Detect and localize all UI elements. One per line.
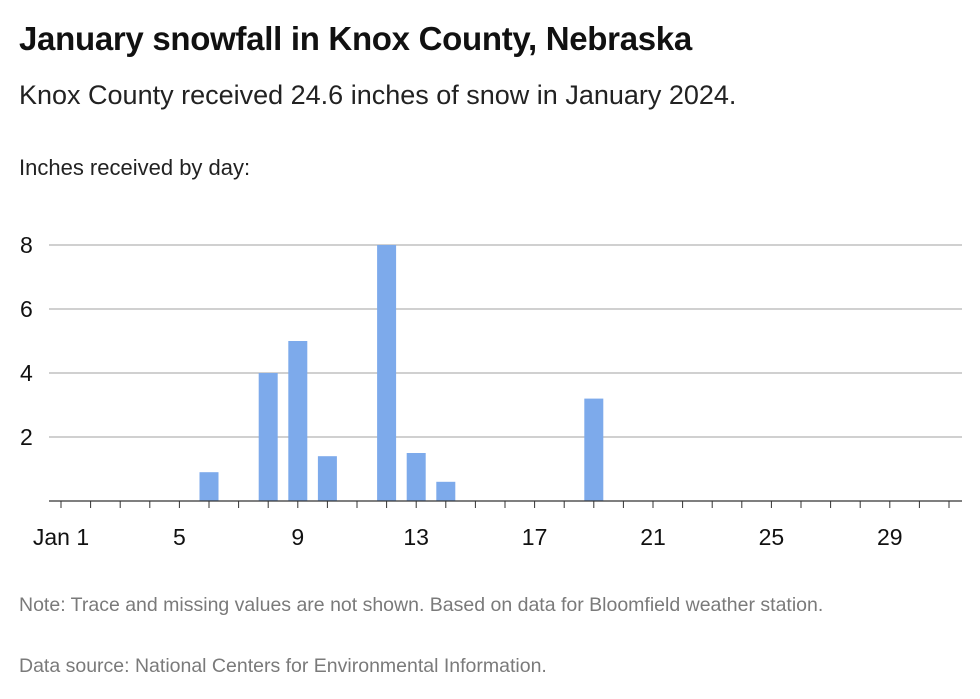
chart-note: Note: Trace and missing values are not s… [19,594,824,616]
x-tick-labels: Jan 1 5 9 13 17 21 25 29 [33,524,903,550]
bar-jan-14 [436,481,456,501]
bar-jan-10 [317,456,337,501]
bars [199,245,604,501]
x-tick-label: Jan 1 [33,524,89,550]
x-tick-label: 13 [403,524,429,550]
y-tick-labels: 2 4 6 8 [20,232,33,450]
y-tick-label: 2 [20,424,33,450]
x-tick-label: 17 [522,524,548,550]
y-tick-label: 8 [20,232,33,258]
bar-jan-12 [377,245,397,501]
x-tick-label: 25 [759,524,785,550]
data-source: Data source: National Centers for Enviro… [19,655,547,677]
chart-title: January snowfall in Knox County, Nebrask… [19,20,692,57]
x-tick-label: 9 [291,524,304,550]
x-tick-label: 29 [877,524,903,550]
y-tick-label: 4 [20,360,33,386]
bar-jan-9 [288,341,308,501]
bar-jan-8 [258,373,278,501]
bar-jan-13 [406,453,426,501]
grid-lines [49,244,962,438]
x-tick-label: 21 [640,524,666,550]
x-tick-label: 5 [173,524,186,550]
bar-jan-6 [199,472,219,501]
bar-jan-19 [584,398,604,501]
x-axis [49,500,962,508]
y-axis-label: Inches received by day: [19,155,251,180]
chart-subtitle: Knox County received 24.6 inches of snow… [19,80,737,110]
y-tick-label: 6 [20,296,33,322]
